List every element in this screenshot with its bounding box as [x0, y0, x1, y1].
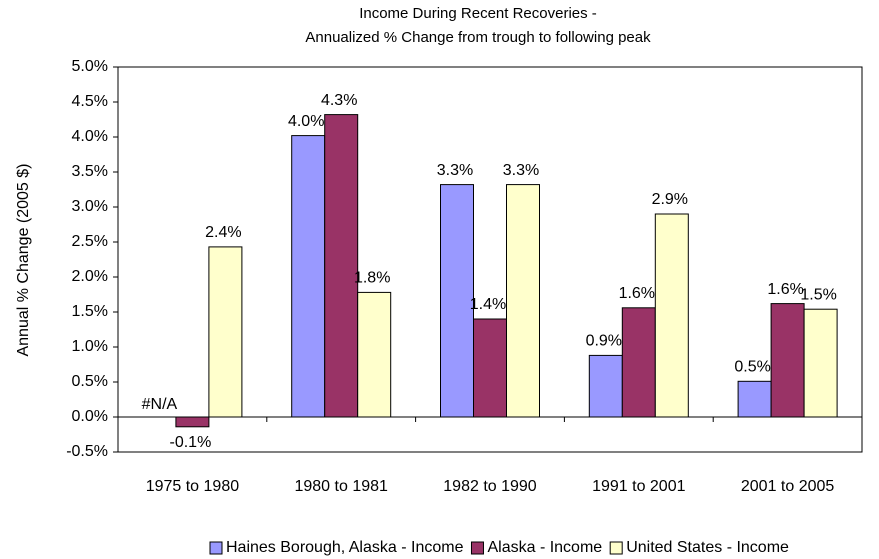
value-label: 1.6% [619, 285, 655, 302]
y-tick-label: 2.5% [72, 233, 108, 250]
y-tick-label: 5.0% [72, 58, 108, 75]
x-tick-label: 1980 to 1981 [294, 478, 388, 495]
value-label: #N/A [142, 396, 178, 413]
x-tick-label: 2001 to 2005 [741, 478, 835, 495]
bar [440, 184, 474, 418]
bar [473, 318, 507, 418]
legend-swatch [470, 541, 484, 555]
chart-title: Income During Recent Recoveries - [359, 5, 597, 22]
value-label: 1.6% [767, 281, 803, 298]
x-tick-label: 1991 to 2001 [592, 478, 686, 495]
value-label: 1.5% [800, 286, 836, 303]
bar [324, 114, 359, 418]
bar [357, 291, 392, 418]
y-tick-label: 1.5% [72, 303, 108, 320]
y-tick-label: -0.5% [66, 443, 108, 460]
y-tick-label: 2.0% [72, 268, 108, 285]
value-label: 3.3% [437, 162, 473, 179]
bar [621, 307, 656, 418]
x-tick-label: 1982 to 1990 [443, 478, 537, 495]
bar [654, 213, 689, 418]
chart-title: Annualized % Change from trough to follo… [305, 29, 651, 46]
y-tick-label: 3.0% [72, 198, 108, 215]
value-label: 2.4% [205, 224, 241, 241]
bar [208, 246, 243, 418]
bar [737, 380, 772, 418]
legend-label: Alaska - Income [487, 539, 602, 556]
legend-swatch [609, 541, 623, 555]
plot-frame [117, 66, 863, 453]
value-label: 2.9% [652, 191, 688, 208]
y-tick-label: 0.0% [72, 408, 108, 425]
value-label: 0.5% [734, 359, 770, 376]
value-label: 0.9% [586, 333, 622, 350]
value-label: 1.4% [470, 296, 506, 313]
bar [588, 354, 623, 418]
bar [506, 184, 540, 418]
bar [770, 303, 805, 418]
value-label: -0.1% [170, 434, 212, 451]
y-tick-label: 0.5% [72, 373, 108, 390]
bar [803, 308, 838, 418]
value-label: 4.3% [321, 92, 357, 109]
y-tick-label: 4.5% [72, 93, 108, 110]
legend-label: United States - Income [626, 539, 789, 556]
y-tick-label: 3.5% [72, 163, 108, 180]
y-axis-label: Annual % Change (2005 $) [15, 163, 32, 356]
bar [291, 135, 326, 418]
legend-label: Haines Borough, Alaska - Income [226, 539, 464, 556]
y-tick-label: 1.0% [72, 338, 108, 355]
value-label: 3.3% [503, 162, 539, 179]
y-tick-label: 4.0% [72, 128, 108, 145]
bar [175, 416, 210, 428]
legend-swatch [209, 541, 223, 555]
x-tick-label: 1975 to 1980 [146, 478, 240, 495]
value-label: 1.8% [354, 270, 390, 287]
value-label: 4.0% [288, 113, 324, 130]
